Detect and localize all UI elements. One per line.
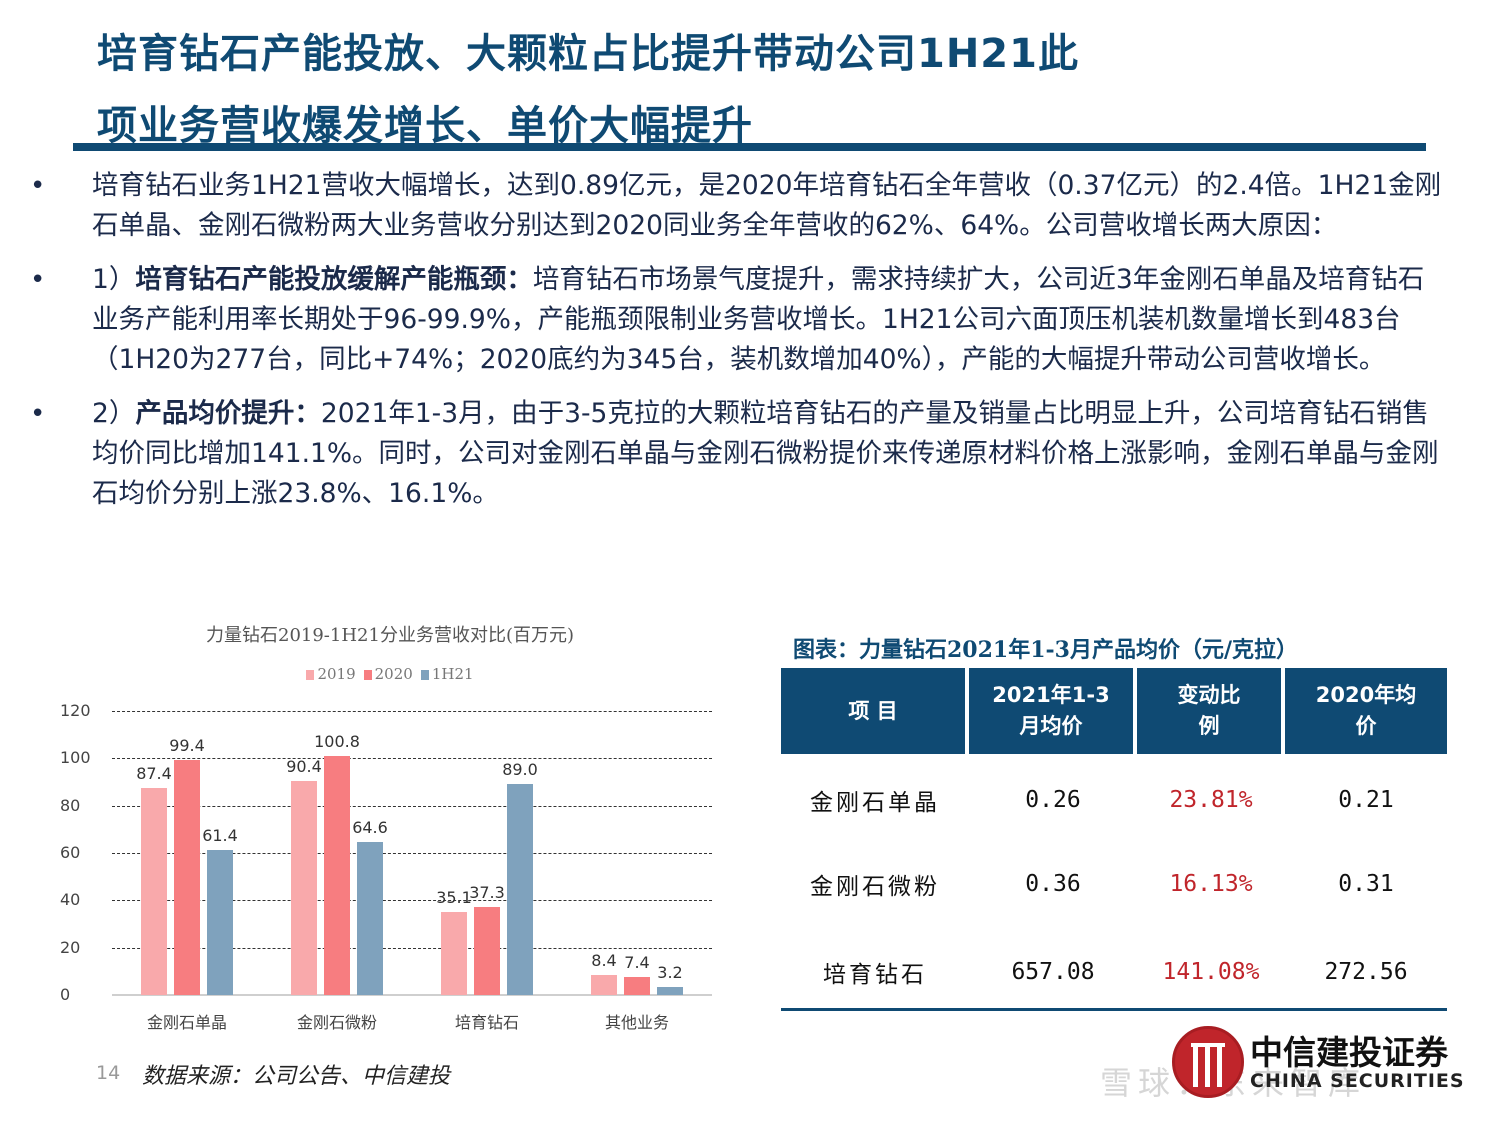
- table-header-cell: 2021年1-3 月均价: [969, 668, 1133, 754]
- chart-title: 力量钻石2019-1H21分业务营收对比(百万元): [206, 625, 574, 646]
- bar-2020: [174, 759, 200, 995]
- bar-1H21: [507, 784, 533, 995]
- y-tick-label: 120: [60, 701, 91, 720]
- bar-1H21: [657, 987, 683, 995]
- x-axis-line: [112, 994, 712, 996]
- bar-2020: [474, 906, 500, 995]
- title-divider: [73, 143, 1426, 151]
- table-cell-price-2021q1: 0.36: [1025, 871, 1081, 897]
- bullet-list: • 培育钻石业务1H21营收大幅增长，达到0.89亿元，是2020年培育钻石全年…: [30, 166, 1450, 528]
- table-header-cell: 项 目: [781, 668, 965, 754]
- table-row: 金刚石微粉 0.36 16.13% 0.31: [781, 842, 1447, 926]
- gridline: [112, 947, 712, 949]
- table-cell-change: 141.08%: [1162, 959, 1260, 985]
- logo-text-en: CHINA SECURITIES: [1250, 1070, 1465, 1092]
- legend-label: 2019: [317, 665, 356, 683]
- table-body: 金刚石单晶 0.26 23.81% 0.21 金刚石微粉 0.36 16.13% 0.31 培育…: [781, 758, 1447, 1018]
- gridline: [112, 853, 712, 854]
- table-header-cell: 2020年均价: [1285, 668, 1447, 754]
- x-category-label: 金刚石单晶: [146, 1013, 227, 1032]
- table-cell-change: 23.81%: [1169, 787, 1253, 813]
- table-caption: 图表：力量钻石2021年1-3月产品均价（元/克拉）: [793, 637, 1299, 663]
- bullet-item-capacity: • 1）培育钻石产能投放缓解产能瓶颈：培育钻石市场景气度提升，需求持续扩大，公司…: [30, 260, 1450, 380]
- bullet-dot-icon: •: [30, 171, 46, 201]
- gridline: [112, 758, 712, 760]
- bar-value-label: 87.4: [136, 764, 172, 784]
- x-category-label: 其他业务: [604, 1013, 669, 1032]
- x-category-label: 培育钻石: [454, 1013, 519, 1032]
- table-cell-price-2021q1: 0.26: [1025, 787, 1081, 813]
- chart-plot-area: 0 20 40 60 80 100 120 87.4 99.4 61.4 金刚石单晶 90.4 100.…: [60, 701, 712, 1032]
- gridline: [112, 711, 712, 712]
- bullet-item-price: • 2）产品均价提升：2021年1-3月，由于3-5克拉的大颗粒培育钻石的产量及…: [30, 394, 1450, 514]
- page-number: 14: [96, 1062, 121, 1084]
- x-category-label: 金刚石微粉: [296, 1013, 377, 1032]
- y-tick-label: 20: [60, 937, 81, 957]
- legend-label: 2020: [374, 665, 413, 683]
- bar-value-label: 35.1: [436, 887, 472, 907]
- bar-2019: [291, 781, 317, 995]
- bar-value-label: 7.4: [624, 953, 650, 973]
- bar-value-label: 3.2: [657, 963, 683, 983]
- table-cell-change: 16.13%: [1169, 871, 1253, 897]
- bar-value-label: 90.4: [286, 757, 322, 777]
- bar-value-label: 61.4: [202, 825, 238, 845]
- bar-2019: [141, 788, 167, 995]
- legend-item-2019: 2019: [306, 665, 356, 683]
- table-row: 培育钻石 657.08 141.08% 272.56: [781, 926, 1447, 1018]
- gridline: [112, 805, 712, 807]
- bar-value-label: 99.4: [169, 735, 205, 755]
- bar-value-label: 89.0: [502, 760, 538, 780]
- bar-2020: [624, 977, 650, 995]
- bar-value-label: 100.8: [314, 732, 360, 752]
- slide-title-line-2: 项业务营收爆发增长、单价大幅提升: [97, 103, 753, 149]
- table-cell-price-2021q1: 657.08: [1011, 959, 1095, 985]
- bar-2019: [441, 911, 467, 995]
- legend-item-2020: 2020: [363, 665, 413, 683]
- price-table: 项 目 2021年1-3 月均价 变动比例 2020年均价 金刚石单晶 0.26 23.81…: [781, 668, 1447, 1018]
- y-tick-label: 60: [60, 843, 81, 862]
- bar-1H21: [207, 849, 233, 995]
- slide-title: 培育钻石产能投放、大颗粒占比提升带动公司1H21此 项业务营收爆发增长、单价大幅…: [97, 18, 1427, 162]
- legend-item-1H21: 1H21: [420, 665, 474, 683]
- table-row: 金刚石单晶 0.26 23.81% 0.21: [781, 758, 1447, 842]
- table-cell-item: 金刚石微粉: [810, 874, 940, 900]
- bullet-dot-icon: •: [30, 399, 46, 429]
- logo-emblem-icon: [1172, 1026, 1244, 1098]
- table-cell-item: 金刚石单晶: [810, 790, 940, 816]
- y-tick-label: 40: [60, 890, 81, 910]
- legend-label: 1H21: [431, 665, 474, 683]
- table-bottom-rule: [781, 1008, 1447, 1011]
- slide-title-line-1: 培育钻石产能投放、大颗粒占比提升带动公司1H21此: [97, 31, 1079, 77]
- bar-value-label: 8.4: [591, 951, 617, 971]
- table-cell-price-2020: 0.31: [1338, 871, 1394, 897]
- bar-2020: [324, 756, 350, 995]
- table-cell-price-2020: 0.21: [1338, 787, 1394, 813]
- legend-swatch-icon: [420, 670, 429, 680]
- revenue-bar-chart: 力量钻石2019-1H21分业务营收对比(百万元) 2019 2020 1H21 0…: [50, 615, 730, 1045]
- table-cell-price-2020: 272.56: [1324, 959, 1408, 985]
- chart-legend: 2019 2020 1H21: [50, 665, 730, 683]
- bar-value-label: 64.6: [352, 818, 388, 838]
- y-tick-label: 100: [60, 748, 91, 768]
- bar-value-label: 37.3: [469, 882, 505, 902]
- y-tick-label: 80: [60, 795, 81, 815]
- table-cell-item: 培育钻石: [823, 962, 927, 988]
- bullet-item-summary: • 培育钻石业务1H21营收大幅增长，达到0.89亿元，是2020年培育钻石全年…: [30, 166, 1450, 246]
- bar-1H21: [357, 842, 383, 995]
- china-securities-logo: 中信建投证券 CHINA SECURITIES: [1172, 1026, 1472, 1098]
- bar-2019: [591, 975, 617, 995]
- data-source-note: 数据来源：公司公告、中信建投: [142, 1064, 451, 1089]
- logo-text-cn: 中信建投证券: [1250, 1033, 1448, 1072]
- legend-swatch-icon: [306, 670, 315, 680]
- legend-swatch-icon: [363, 670, 372, 680]
- bullet-dot-icon: •: [30, 265, 46, 295]
- table-header-cell: 变动比例: [1137, 668, 1281, 754]
- y-tick-label: 0: [60, 985, 71, 1004]
- gridline: [112, 900, 712, 902]
- table-header-row: 项 目 2021年1-3 月均价 变动比例 2020年均价: [781, 668, 1447, 754]
